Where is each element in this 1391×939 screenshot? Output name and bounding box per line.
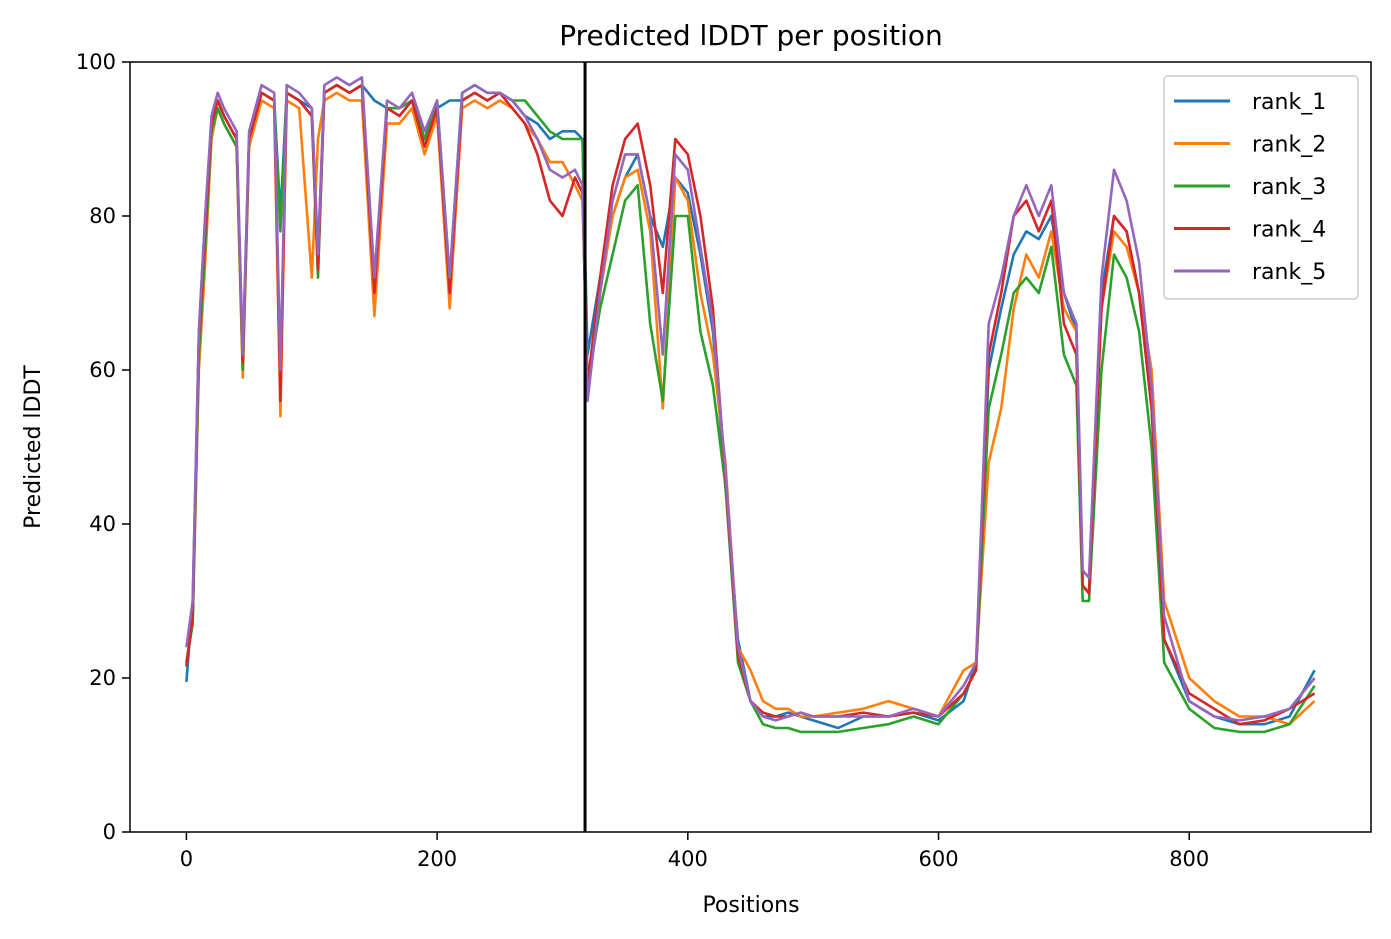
legend-label-rank-4: rank_4 [1252,218,1326,243]
legend-label-rank-5: rank_5 [1252,260,1326,285]
legend-label-rank-3: rank_3 [1252,175,1326,200]
y-tick-label: 20 [89,666,116,690]
series-line-rank-4 [185,83,1316,726]
x-axis: 0 200 400 600 800 [180,832,1209,871]
plot-frame [129,61,1372,833]
y-tick-label: 80 [89,204,116,228]
x-tick-label: 0 [180,847,193,871]
y-tick-label: 100 [76,50,116,74]
x-axis-label: Positions [702,893,799,918]
x-tick-label: 600 [918,847,958,871]
series-line-rank-5 [185,76,1316,722]
x-tick-label: 400 [668,847,708,871]
series-line-rank-2 [185,91,1316,726]
y-tick-label: 60 [89,358,116,382]
legend-label-rank-1: rank_1 [1252,90,1326,115]
x-tick-label: 800 [1169,847,1209,871]
legend-label-rank-2: rank_2 [1252,133,1326,158]
y-tick-label: 0 [103,820,116,844]
legend: rank_1 rank_2 rank_3 rank_4 rank_5 [1163,75,1359,300]
legend-box [1163,75,1359,300]
y-axis: 0 20 40 60 80 100 [76,50,130,844]
y-tick-label: 40 [89,512,116,536]
chart-title: Predicted lDDT per position [559,19,943,52]
x-tick-label: 200 [417,847,457,871]
y-axis-label: Predicted lDDT [21,365,46,529]
series-lines [185,76,1316,734]
